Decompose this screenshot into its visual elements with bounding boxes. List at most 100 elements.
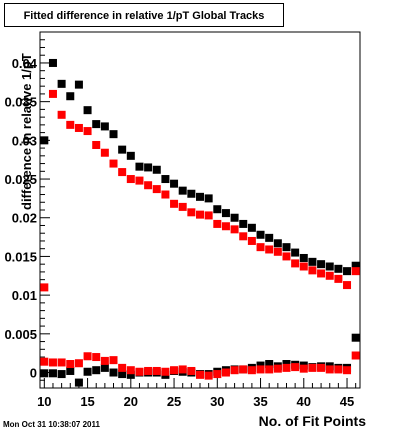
- data-point: [100, 148, 109, 157]
- data-point: [334, 274, 343, 283]
- data-point: [247, 236, 256, 245]
- data-point: [178, 186, 187, 195]
- y-tick-label: 0.015: [4, 249, 37, 264]
- data-point: [40, 357, 49, 366]
- chart-title-box: Fitted difference in relative 1/pT Globa…: [4, 3, 284, 27]
- data-point: [317, 269, 326, 278]
- y-tick-label: 0.04: [12, 56, 38, 71]
- data-point: [221, 368, 230, 377]
- data-point: [265, 365, 274, 374]
- data-point: [265, 360, 274, 369]
- y-tick-label: 0: [30, 366, 37, 381]
- series-1: [40, 89, 360, 292]
- data-point: [118, 168, 127, 177]
- data-point: [196, 370, 204, 379]
- data-point: [74, 359, 83, 368]
- data-point: [92, 140, 101, 149]
- data-point: [256, 243, 265, 252]
- data-point: [48, 58, 57, 67]
- data-point: [317, 363, 326, 372]
- data-point: [57, 358, 66, 367]
- data-point: [343, 366, 352, 375]
- data-point: [40, 136, 49, 145]
- data-point: [83, 367, 92, 376]
- data-point: [265, 245, 274, 254]
- data-point: [152, 185, 161, 194]
- x-tick-label: 10: [37, 394, 51, 409]
- data-point: [273, 247, 282, 256]
- data-point: [291, 259, 300, 268]
- data-point: [299, 262, 308, 271]
- y-axis-label: difference in relative 1/pT: [19, 53, 34, 210]
- axes: 10 15 20 25 30 35 40 45 0 0.005 0.01 0.015 0.02 0.025…: [4, 31, 357, 409]
- data-point: [204, 371, 213, 380]
- data-point: [100, 122, 109, 131]
- data-point: [66, 120, 75, 129]
- y-tick-label: 0.005: [4, 327, 37, 342]
- data-point: [213, 370, 222, 379]
- y-tick-label: 0.035: [4, 95, 37, 110]
- timestamp: Mon Oct 31 10:38:07 2011: [3, 420, 100, 429]
- data-point: [92, 120, 101, 129]
- data-point: [299, 253, 308, 262]
- data-point: [118, 363, 127, 372]
- data-point: [48, 369, 57, 378]
- data-point: [325, 271, 334, 280]
- data-point: [40, 283, 49, 292]
- data-point: [100, 363, 109, 372]
- data-point: [74, 123, 83, 132]
- data-point: [282, 252, 291, 261]
- data-point: [83, 106, 92, 115]
- data-point: [221, 222, 230, 231]
- data-point: [351, 351, 360, 360]
- data-point: [178, 365, 187, 374]
- data-point: [48, 89, 57, 98]
- x-tick-label: 35: [253, 394, 267, 409]
- x-tick-label: 25: [167, 394, 181, 409]
- data-point: [170, 179, 179, 188]
- data-point: [317, 260, 326, 269]
- data-point: [135, 176, 144, 185]
- data-point: [170, 366, 179, 375]
- data-point: [118, 145, 127, 154]
- data-point: [256, 230, 265, 239]
- data-point: [239, 232, 248, 241]
- data-point: [178, 202, 187, 211]
- data-point: [247, 366, 256, 375]
- data-point: [256, 365, 265, 374]
- y-tick-label: 0.03: [12, 133, 37, 148]
- data-point: [325, 365, 334, 374]
- data-point: [187, 189, 196, 198]
- data-point: [109, 368, 118, 377]
- data-point: [48, 358, 57, 367]
- chart-title: Fitted difference in relative 1/pT Globa…: [23, 10, 265, 22]
- data-point: [40, 369, 49, 378]
- data-point: [126, 366, 135, 375]
- data-point: [196, 210, 204, 219]
- data-point: [126, 370, 135, 379]
- data-point: [213, 219, 222, 228]
- data-point: [291, 363, 300, 372]
- data-point: [66, 92, 75, 101]
- data-point: [144, 163, 153, 172]
- data-point: [92, 366, 101, 375]
- data-marks: [40, 58, 360, 387]
- data-point: [273, 364, 282, 373]
- data-point: [247, 223, 256, 232]
- data-point: [66, 366, 75, 375]
- x-tick-label: 15: [80, 394, 94, 409]
- data-point: [334, 365, 343, 374]
- data-point: [161, 367, 170, 376]
- data-point: [152, 165, 161, 174]
- data-point: [308, 257, 317, 266]
- data-point: [57, 370, 66, 379]
- data-point: [83, 127, 92, 136]
- x-tick-label: 30: [210, 394, 224, 409]
- data-point: [230, 213, 239, 222]
- data-point: [299, 364, 308, 373]
- data-point: [282, 363, 291, 372]
- data-point: [204, 194, 213, 203]
- series-0: [40, 58, 360, 276]
- data-point: [204, 211, 213, 220]
